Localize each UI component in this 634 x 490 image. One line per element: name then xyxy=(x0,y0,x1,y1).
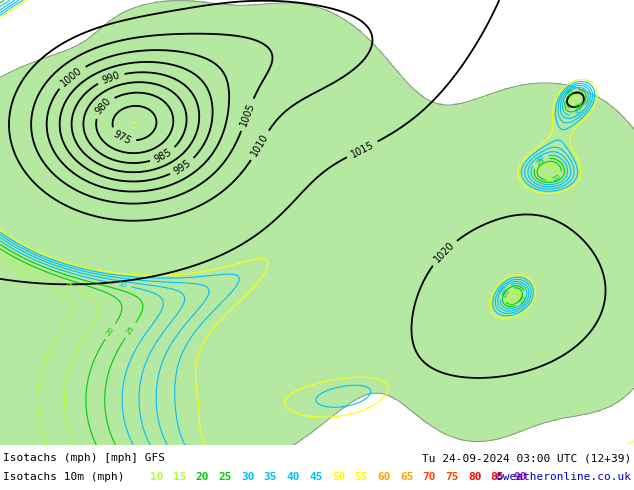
Text: Isotachs 10m (mph): Isotachs 10m (mph) xyxy=(3,472,125,482)
Text: 10: 10 xyxy=(150,472,164,482)
Text: 990: 990 xyxy=(101,70,121,86)
Text: 45: 45 xyxy=(309,472,323,482)
Text: 15: 15 xyxy=(543,175,553,181)
Text: 20: 20 xyxy=(105,326,115,337)
Text: 1015: 1015 xyxy=(349,139,375,159)
Text: 975: 975 xyxy=(112,129,133,147)
Text: 15: 15 xyxy=(173,472,186,482)
Text: 985: 985 xyxy=(153,147,174,165)
Text: 30: 30 xyxy=(241,472,255,482)
Text: 85: 85 xyxy=(491,472,504,482)
Text: 25: 25 xyxy=(535,157,546,167)
Text: 60: 60 xyxy=(377,472,391,482)
Text: 30: 30 xyxy=(498,285,509,296)
Text: 70: 70 xyxy=(422,472,436,482)
Text: 20: 20 xyxy=(196,472,209,482)
Text: 30: 30 xyxy=(117,281,127,289)
Text: 35: 35 xyxy=(264,472,277,482)
Text: 90: 90 xyxy=(513,472,527,482)
Text: 995: 995 xyxy=(172,158,193,176)
Text: 20: 20 xyxy=(551,174,562,183)
Text: 25: 25 xyxy=(126,325,136,336)
Text: 20: 20 xyxy=(501,288,512,298)
Text: 40: 40 xyxy=(287,472,300,482)
Text: 75: 75 xyxy=(445,472,458,482)
Text: 1020: 1020 xyxy=(432,240,456,265)
Text: 15: 15 xyxy=(507,298,517,306)
Text: 20: 20 xyxy=(573,102,583,112)
Text: 50: 50 xyxy=(332,472,346,482)
Text: 30: 30 xyxy=(573,107,584,117)
Text: 30: 30 xyxy=(534,154,545,164)
Text: 1000: 1000 xyxy=(59,65,84,88)
Text: ©weatheronline.co.uk: ©weatheronline.co.uk xyxy=(496,472,631,482)
Text: 65: 65 xyxy=(400,472,413,482)
Text: Tu 24-09-2024 03:00 UTC (12+39): Tu 24-09-2024 03:00 UTC (12+39) xyxy=(422,453,631,463)
Text: 15: 15 xyxy=(63,281,74,290)
Text: 1005: 1005 xyxy=(238,101,256,128)
Text: 55: 55 xyxy=(354,472,368,482)
Text: 10: 10 xyxy=(540,170,550,180)
Text: 80: 80 xyxy=(468,472,481,482)
Text: 1010: 1010 xyxy=(249,132,271,158)
Text: 25: 25 xyxy=(518,294,527,305)
Text: Isotachs (mph) [mph] GFS: Isotachs (mph) [mph] GFS xyxy=(3,453,165,463)
Text: 25: 25 xyxy=(219,472,232,482)
Text: 25: 25 xyxy=(565,88,576,98)
Text: 980: 980 xyxy=(93,96,113,117)
Text: 15: 15 xyxy=(575,97,585,108)
Text: 10: 10 xyxy=(58,322,68,333)
